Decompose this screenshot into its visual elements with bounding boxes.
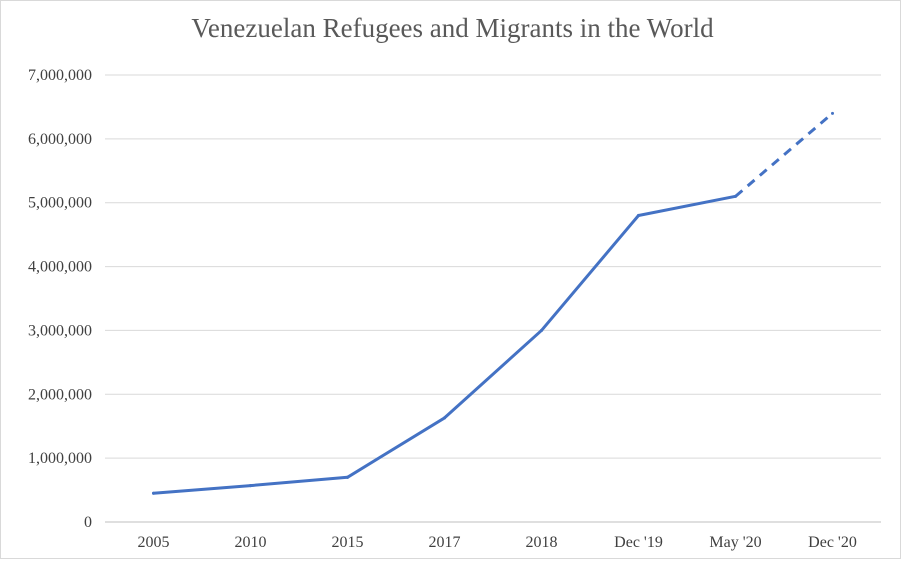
x-tick-label: 2010 <box>235 534 267 551</box>
y-tick-label: 5,000,000 <box>28 195 92 212</box>
y-tick-label: 0 <box>84 514 92 531</box>
x-tick-label: 2015 <box>332 534 364 551</box>
data-point <box>443 416 446 420</box>
chart-title: Venezuelan Refugees and Migrants in the … <box>191 13 714 43</box>
data-point <box>346 475 349 479</box>
data-point <box>249 484 252 488</box>
line-segment <box>540 213 640 332</box>
x-tick-label: May '20 <box>709 534 761 551</box>
projected-line-segment <box>734 112 834 198</box>
x-tick-label: Dec '19 <box>614 534 663 551</box>
line-segment <box>443 328 543 420</box>
line-segment <box>346 416 446 479</box>
y-tick-label: 7,000,000 <box>28 67 92 84</box>
x-tick-label: 2005 <box>138 534 170 551</box>
x-tick-label: 2017 <box>429 534 461 551</box>
y-tick-label: 6,000,000 <box>28 131 92 148</box>
y-tick-label: 2,000,000 <box>28 386 92 403</box>
y-tick-label: 4,000,000 <box>28 259 92 276</box>
line-segment <box>152 484 252 495</box>
x-tick-label: 2018 <box>526 534 558 551</box>
y-tick-label: 3,000,000 <box>28 322 92 339</box>
x-tick-label: Dec '20 <box>808 534 857 551</box>
data-point <box>734 194 737 198</box>
data-point <box>540 328 543 332</box>
line-segment <box>249 475 349 488</box>
data-point <box>152 491 155 495</box>
data-point <box>831 111 834 115</box>
line-segment <box>637 194 737 217</box>
y-tick-label: 1,000,000 <box>28 450 92 467</box>
data-point <box>637 213 640 217</box>
